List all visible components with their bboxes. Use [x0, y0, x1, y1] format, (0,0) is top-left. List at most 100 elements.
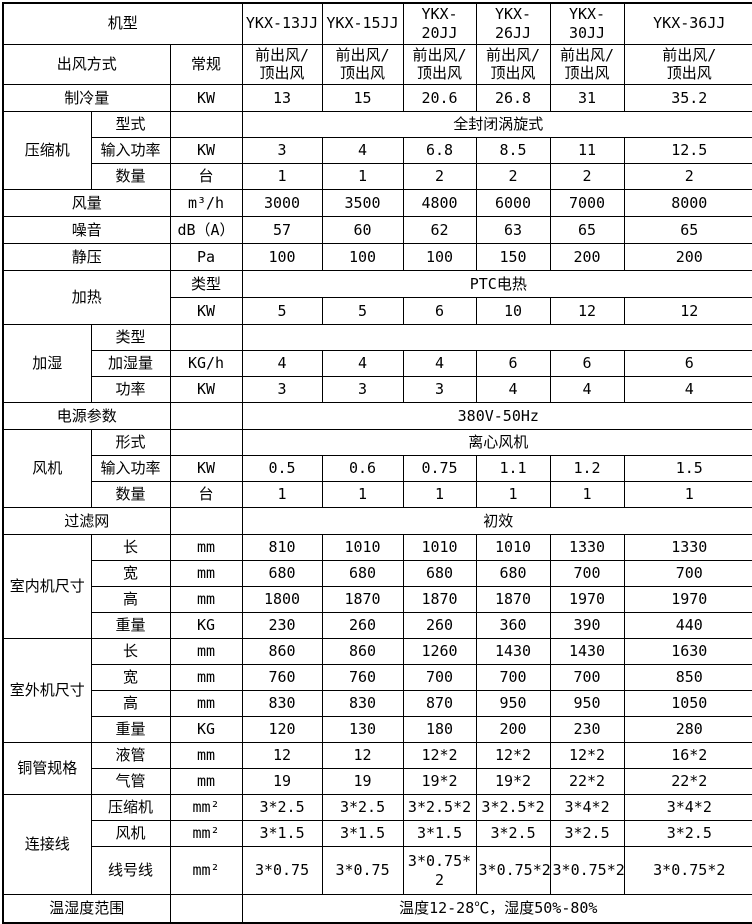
value-cell: 200	[623, 243, 752, 271]
row-label: 输入功率	[90, 455, 171, 482]
value-cell: 850	[623, 664, 752, 691]
column-header: YKX-36JJ	[623, 2, 752, 45]
value-cell: 950	[475, 690, 551, 717]
table-row: 输入功率 KW 0.5 0.6 0.75 1.1 1.2 1.5	[3, 455, 752, 482]
value-cell: 230	[549, 716, 625, 743]
unit-label: mm	[169, 534, 243, 561]
value-cell: 57	[241, 216, 323, 244]
group-label: 连接线	[2, 794, 92, 895]
value-cell: 6	[549, 350, 625, 377]
value-cell: 200	[475, 716, 551, 743]
value-cell: 3	[241, 376, 323, 403]
row-label: 输入功率	[90, 137, 171, 164]
value-cell: 180	[402, 716, 477, 743]
value-cell: 440	[623, 612, 752, 639]
value-cell: 11	[549, 137, 625, 164]
value-cell: 2	[402, 163, 477, 190]
unit-label: mm²	[169, 794, 243, 821]
table-row: 重量 KG 120 130 180 200 230 280	[3, 716, 752, 743]
value-cell: 100	[402, 243, 477, 271]
value-cell: 1870	[475, 586, 551, 613]
table-row: 数量台 1 1 2 2 2 2	[3, 163, 752, 190]
value-cell: 1	[623, 481, 752, 508]
value-cell: 860	[241, 638, 323, 665]
value-cell: 8.5	[475, 137, 551, 164]
value-cell: 1330	[623, 534, 752, 561]
row-label: 出风方式	[2, 43, 171, 85]
table-row: 过滤网 初效	[2, 507, 752, 535]
value-cell: 12	[241, 742, 323, 769]
value-cell: 100	[321, 243, 404, 271]
value-cell: 3*0.75*2	[549, 846, 625, 895]
value-cell: 700	[549, 560, 625, 587]
table-row: 风量 m³/h 3000 3500 4800 6000 7000 8000	[2, 189, 752, 217]
value-cell: 22*2	[623, 768, 752, 795]
table-row: 气管 mm 19 19 19*2 19*2 22*2 22*2	[3, 768, 752, 795]
value-cell: 12*2	[475, 742, 551, 769]
value-cell: 3*0.75* 2	[402, 846, 477, 895]
value-cell: 1.1	[475, 455, 551, 482]
value-cell: 63	[475, 216, 551, 244]
value-cell: 1330	[549, 534, 625, 561]
value-cell: 390	[549, 612, 625, 639]
merged-value-cell: PTC电热	[241, 270, 752, 298]
unit-label: mm	[169, 690, 243, 717]
table-row: 风机 形式 离心风机	[2, 429, 752, 508]
value-cell: 4	[475, 376, 551, 403]
value-cell: 26.8	[475, 84, 551, 112]
value-cell: 前出风/ 顶出风	[402, 43, 477, 85]
unit-label: mm	[169, 664, 243, 691]
unit-label: mm	[169, 560, 243, 587]
value-cell: 13	[241, 84, 323, 112]
value-cell: 1010	[475, 534, 551, 561]
value-cell: 1970	[549, 586, 625, 613]
value-cell: 31	[549, 84, 625, 112]
value-cell: 3*0.75*2	[623, 846, 752, 895]
table-row: 静压 Pa 100 100 100 150 200 200	[2, 243, 752, 271]
row-label: 线号线	[90, 846, 171, 895]
value-cell: 1010	[402, 534, 477, 561]
column-header: YKX-15JJ	[321, 2, 404, 45]
unit-label: mm	[169, 586, 243, 613]
row-label: 型式	[90, 111, 171, 138]
value-cell: 16*2	[623, 742, 752, 769]
value-cell: 3000	[241, 189, 323, 217]
value-cell: 280	[623, 716, 752, 743]
row-label: 宽	[90, 664, 171, 691]
value-cell: 前出风/ 顶出风	[623, 43, 752, 85]
value-cell: 0.5	[241, 455, 323, 482]
group-label: 室外机尺寸	[2, 638, 92, 743]
value-cell: 12*2	[402, 742, 477, 769]
row-label: 气管	[90, 768, 171, 795]
value-cell: 1	[241, 481, 323, 508]
table-row: 加湿量 KG/h 4 4 4 6 6 6	[3, 350, 752, 377]
value-cell: 760	[241, 664, 323, 691]
table-row: 输入功率 KW 3 4 6.8 8.5 11 12.5	[3, 137, 752, 164]
value-cell: 860	[321, 638, 404, 665]
value-cell: 12	[549, 297, 625, 325]
row-label: 温湿度范围	[2, 894, 171, 923]
value-cell: 4	[402, 350, 477, 377]
table-row: 宽 mm 760 760 700 700 700 850	[3, 664, 752, 691]
table-row: 电源参数 380V-50Hz	[2, 402, 752, 430]
value-cell: 830	[321, 690, 404, 717]
row-label: 数量	[90, 481, 171, 508]
unit-label: KW	[169, 297, 243, 325]
value-cell: 1630	[623, 638, 752, 665]
row-label: 类型	[169, 270, 243, 298]
value-cell: 3*2.5	[623, 820, 752, 847]
value-cell: 1	[321, 163, 404, 190]
row-label: 噪音	[2, 216, 171, 244]
empty-cell	[169, 429, 243, 456]
value-cell: 1870	[321, 586, 404, 613]
value-cell: 3*0.75*2	[475, 846, 551, 895]
table-row: 高 mm 1800 1870 1870 1870 1970 1970	[3, 586, 752, 613]
value-cell: 870	[402, 690, 477, 717]
value-cell: 3*2.5*2	[402, 794, 477, 821]
value-cell: 1430	[549, 638, 625, 665]
row-label: 电源参数	[2, 402, 171, 430]
value-cell: 3*2.5*2	[475, 794, 551, 821]
table-row: 温湿度范围 温度12-28℃，湿度50%-80%	[2, 894, 752, 923]
